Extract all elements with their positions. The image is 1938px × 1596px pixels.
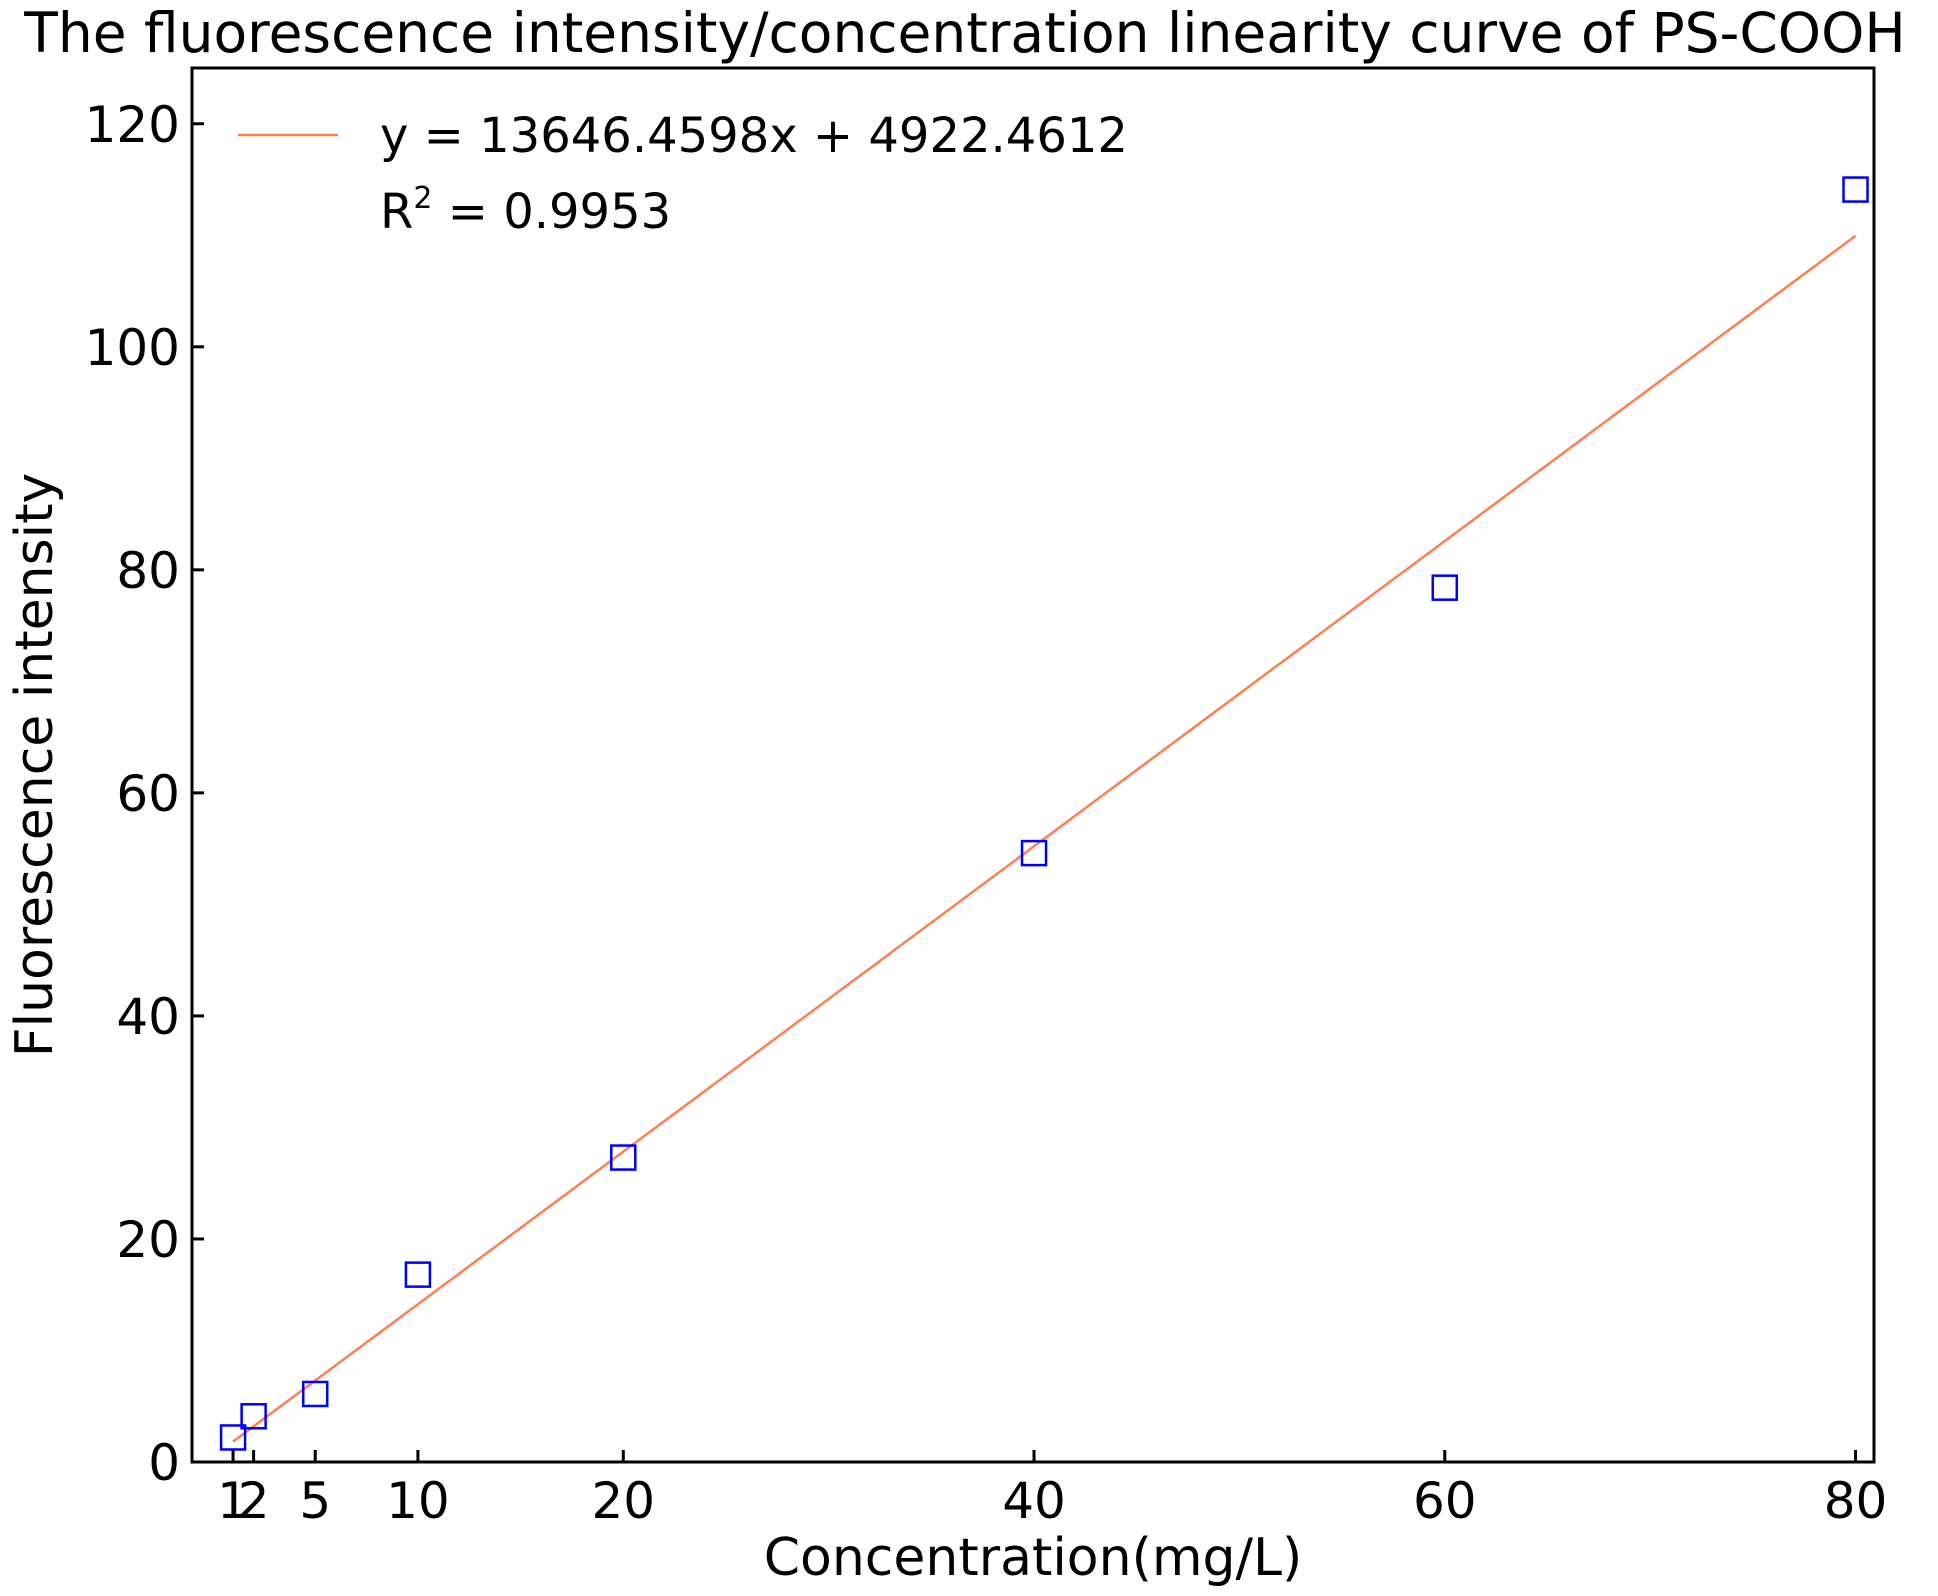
y-axis-label: Fluorescence intensity — [5, 473, 65, 1058]
data-point — [301, 1380, 329, 1408]
x-tick-label: 80 — [1824, 1472, 1888, 1530]
y-tick-label: 60 — [116, 765, 180, 823]
x-tick-label: 60 — [1413, 1472, 1477, 1530]
x-tick-label: 2 — [238, 1472, 270, 1530]
x-tick-label: 5 — [299, 1472, 331, 1530]
chart-title: The fluorescence intensity/concentration… — [23, 1, 1906, 65]
legend-r-squared: R2 = 0.9953 — [380, 181, 671, 240]
x-tick-label: 10 — [386, 1472, 450, 1530]
data-point — [219, 1424, 247, 1451]
data-point — [1431, 574, 1459, 601]
fit-line — [232, 234, 1857, 1443]
y-tick-label: 0 — [148, 1434, 180, 1492]
y-tick-label: 100 — [85, 319, 180, 377]
x-axis-label: Concentration(mg/L) — [764, 1528, 1303, 1588]
y-axis: 0 20 40 60 80 100 120 — [85, 96, 204, 1492]
x-tick-label: 40 — [1002, 1472, 1066, 1530]
plot-area — [219, 176, 1869, 1451]
plot-frame — [190, 66, 1876, 1464]
data-point — [610, 1144, 637, 1171]
x-tick-label: 20 — [591, 1472, 655, 1530]
legend: y = 13646.4598x + 4922.4612 R2 = 0.9953 — [238, 108, 1128, 240]
legend-equation: y = 13646.4598x + 4922.4612 — [380, 108, 1128, 164]
x-axis: 12 5 10 20 40 60 80 — [217, 1450, 1887, 1530]
y-tick-label: 40 — [116, 988, 180, 1046]
x-tick-label: 1 — [217, 1472, 249, 1530]
y-tick-label: 20 — [116, 1211, 180, 1269]
data-point — [404, 1261, 432, 1288]
y-tick-label: 80 — [116, 542, 180, 600]
y-tick-label: 120 — [85, 96, 180, 154]
data-point — [1842, 176, 1869, 203]
data-point — [1020, 839, 1048, 867]
data-point — [240, 1403, 267, 1430]
